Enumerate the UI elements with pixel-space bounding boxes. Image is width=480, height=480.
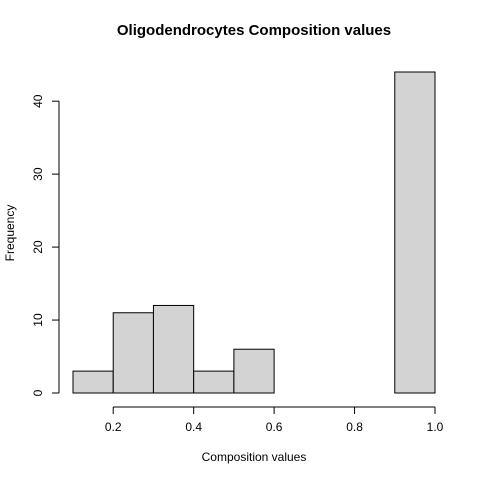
x-tick-label: 1.0 xyxy=(427,420,444,434)
y-tick-label: 30 xyxy=(31,167,45,181)
y-tick-label: 20 xyxy=(31,240,45,254)
x-tick-label: 0.6 xyxy=(266,420,283,434)
histogram-bar-2 xyxy=(152,304,195,394)
y-axis-label: Frequency xyxy=(3,205,17,262)
chart-title: Oligodendrocytes Composition values xyxy=(117,22,391,39)
histogram-bar-1 xyxy=(112,312,154,394)
x-tick-label: 0.4 xyxy=(185,420,202,434)
y-tick-label: 40 xyxy=(31,94,45,108)
histogram-bar-8 xyxy=(394,71,436,394)
x-axis-label: Composition values xyxy=(202,450,307,464)
bars-group xyxy=(72,71,436,394)
histogram-bar-3 xyxy=(193,370,235,394)
y-tick-label: 10 xyxy=(31,313,45,327)
y-axis: 0 10 20 30 40 xyxy=(31,94,60,396)
histogram-bar-4 xyxy=(233,348,275,394)
x-tick-label: 0.8 xyxy=(346,420,363,434)
histogram-bar-0 xyxy=(72,370,114,394)
x-axis: 0.2 0.4 0.6 0.8 1.0 xyxy=(105,406,444,434)
x-tick-label: 0.2 xyxy=(105,420,122,434)
y-tick-label: 0 xyxy=(31,389,45,396)
